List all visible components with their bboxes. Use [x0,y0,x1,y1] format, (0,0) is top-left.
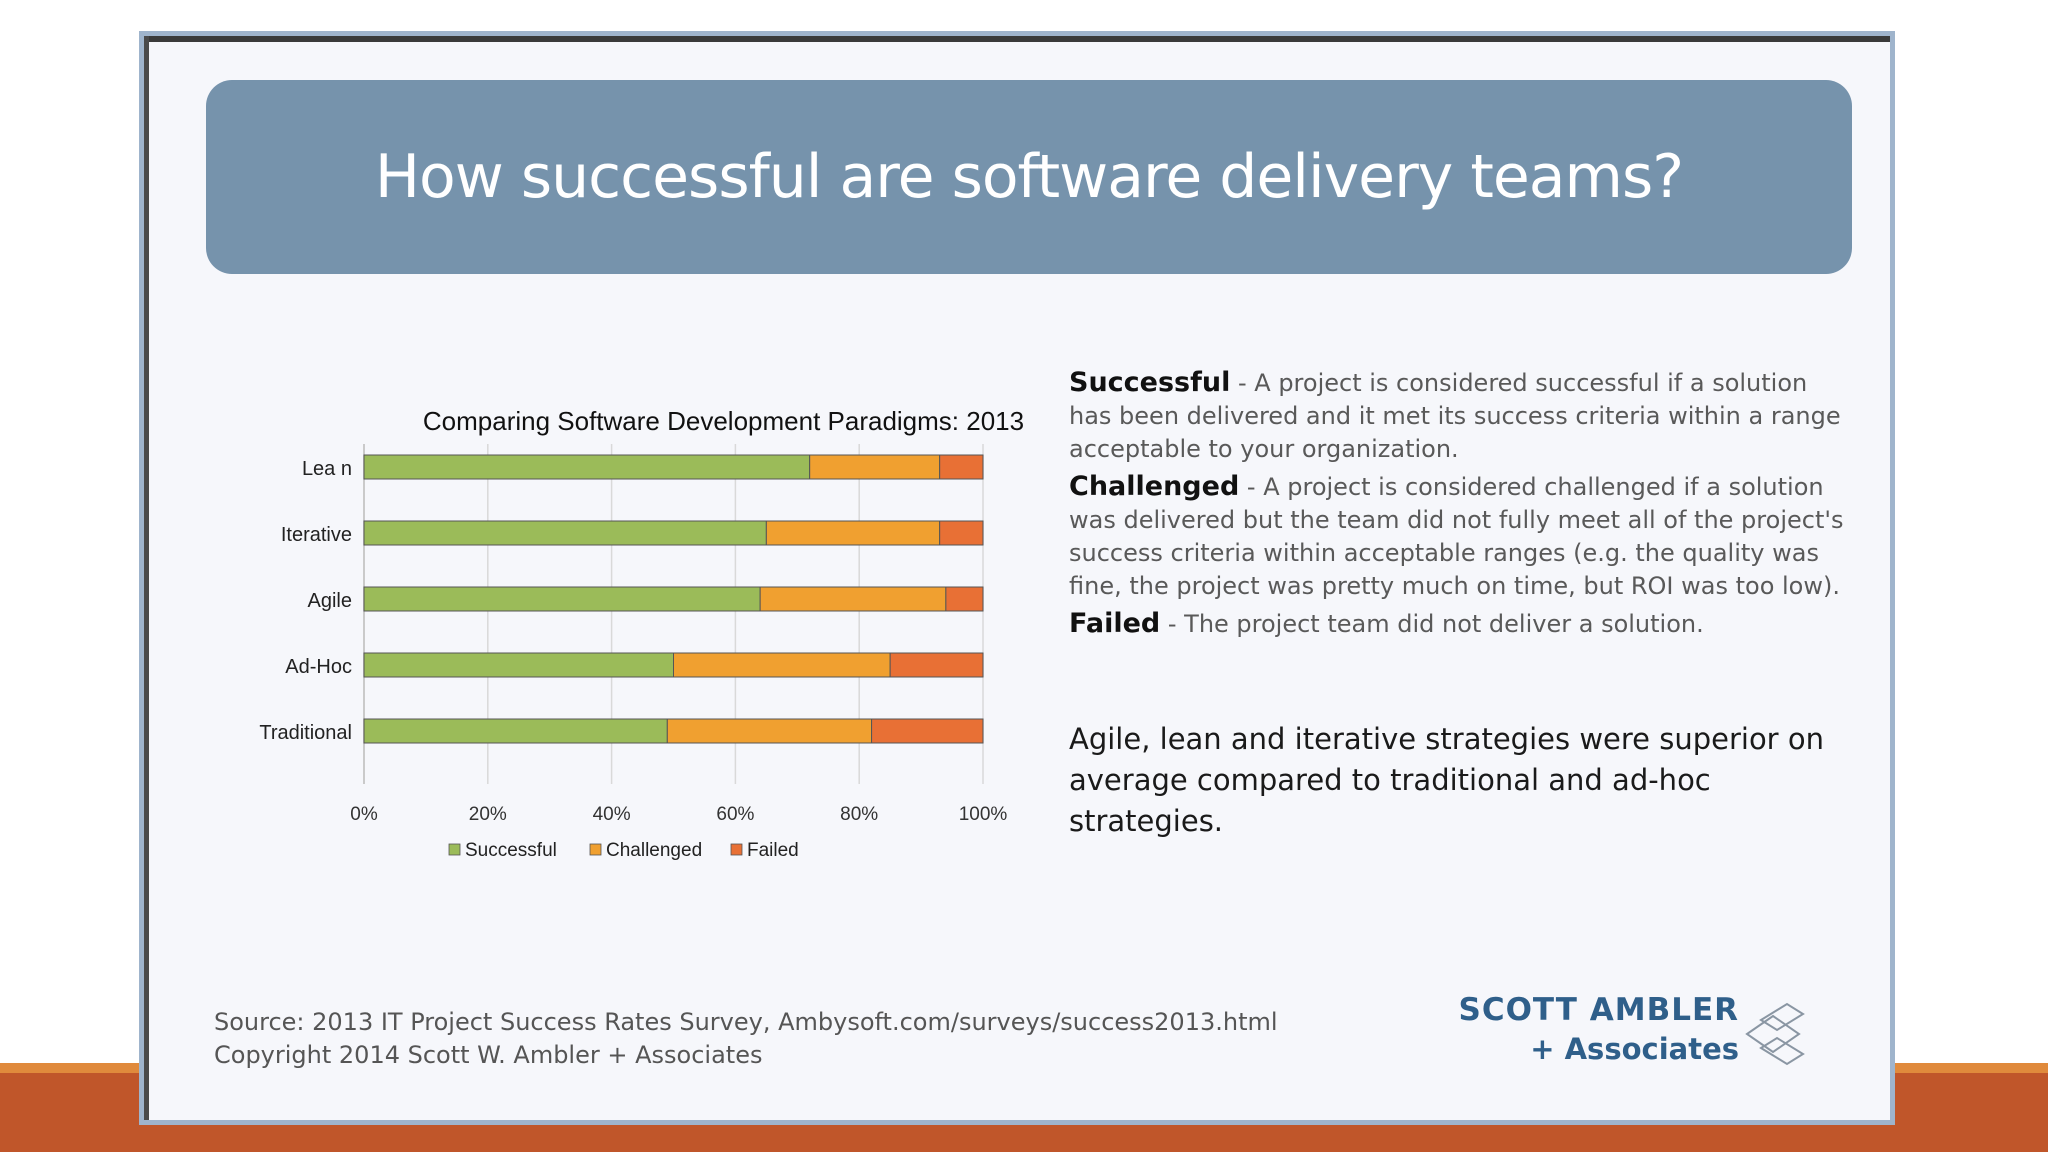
source-citation: Source: 2013 IT Project Success Rates Su… [214,1008,1278,1036]
bar-successful [363,652,674,678]
category-label: Ad-Hoc [285,656,352,678]
logo-diamond-icon [1745,1002,1805,1066]
x-tick-label: 20% [469,804,507,825]
definition-challenged: Challenged - A project is considered cha… [1069,470,1849,603]
summary-text: Agile, lean and iterative strategies wer… [1069,722,1824,838]
bar-failed [939,454,984,480]
x-tick-label: 40% [593,804,631,825]
slide: How successful are software delivery tea… [139,31,1895,1125]
bar-failed [871,718,984,744]
legend-swatch [448,843,461,856]
definition-term: Successful [1069,367,1231,398]
legend-label: Successful [465,840,557,861]
x-tick-label: 60% [716,804,754,825]
stacked-bar-chart: Comparing Software Development Paradigms… [259,406,1024,861]
bar-successful [363,454,811,480]
bar-failed [939,520,984,546]
bar-failed [945,586,984,612]
definition-text: - A project is considered successful if … [1069,369,1841,463]
bar-successful [363,586,761,612]
x-tick-label: 100% [959,804,1008,825]
bar-failed [889,652,984,678]
logo-line1: SCOTT AMBLER [1458,992,1739,1028]
definition-term: Failed [1069,608,1161,639]
category-label: Iterative [281,524,352,546]
company-logo: SCOTT AMBLER + Associates [1459,992,1849,1082]
slide-top-edge [144,36,1890,42]
bar-successful [363,718,668,744]
category-label: Agile [308,590,352,612]
definition-term: Challenged [1069,471,1240,502]
logo-line2: + Associates [1530,1032,1739,1066]
bar-challenged [765,520,941,546]
legend-swatch [730,843,743,856]
bar-challenged [759,586,947,612]
category-label: Traditional [259,722,352,744]
bar-challenged [666,718,873,744]
definitions: Successful - A project is considered suc… [1069,366,1849,645]
chart-title: Comparing Software Development Paradigms… [423,406,1024,436]
legend-label: Failed [747,840,799,861]
legend-swatch [589,843,602,856]
definition-text: - A project is considered challenged if … [1069,473,1844,600]
title-banner: How successful are software delivery tea… [206,80,1852,274]
definition-successful: Successful - A project is considered suc… [1069,366,1849,466]
x-tick-label: 80% [840,804,878,825]
legend-label: Challenged [606,840,702,861]
category-label: Lea n [302,458,352,480]
bar-challenged [809,454,941,480]
chart-container: Comparing Software Development Paradigms… [236,366,1176,886]
footer: Source: 2013 IT Project Success Rates Su… [214,1006,1278,1072]
slide-title: How successful are software delivery tea… [374,142,1684,212]
bar-successful [363,520,767,546]
definition-failed: Failed - The project team did not delive… [1069,607,1849,641]
bar-challenged [673,652,891,678]
slide-left-edge [144,36,149,1120]
copyright-text: Copyright 2014 Scott W. Ambler + Associa… [214,1041,763,1069]
definition-text: - The project team did not deliver a sol… [1160,610,1704,638]
x-tick-label: 0% [350,804,378,825]
